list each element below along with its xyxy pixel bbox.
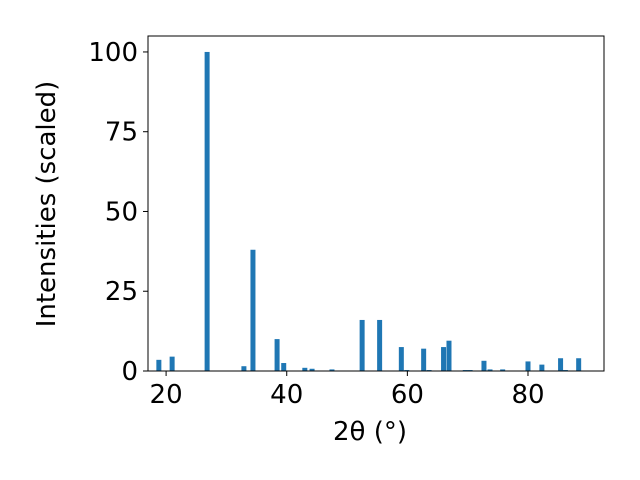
bar bbox=[446, 340, 452, 371]
bar bbox=[359, 319, 365, 371]
bar bbox=[204, 51, 210, 371]
bar bbox=[525, 361, 531, 371]
bar bbox=[481, 360, 487, 371]
bar bbox=[441, 347, 447, 371]
bar bbox=[487, 369, 493, 371]
bar bbox=[539, 364, 545, 371]
x-tick-label: 40 bbox=[270, 380, 303, 410]
bar bbox=[156, 359, 162, 371]
plot-frame bbox=[147, 35, 605, 372]
x-tick-label: 60 bbox=[391, 380, 424, 410]
y-tick-label: 0 bbox=[121, 357, 138, 387]
y-tick-label: 75 bbox=[105, 118, 138, 148]
y-tick-label: 50 bbox=[105, 197, 138, 227]
y-tick-label: 100 bbox=[88, 38, 138, 68]
y-axis-label: Intensities (scaled) bbox=[32, 81, 62, 328]
bar bbox=[421, 348, 427, 371]
bar bbox=[250, 249, 256, 371]
bar bbox=[576, 358, 582, 371]
x-axis-label: 2θ (°) bbox=[333, 417, 407, 447]
bar bbox=[274, 339, 280, 371]
bar bbox=[377, 319, 383, 371]
x-tick-label: 80 bbox=[511, 380, 544, 410]
bar bbox=[169, 356, 175, 371]
bar bbox=[500, 369, 506, 371]
bar bbox=[329, 369, 335, 371]
y-tick-label: 25 bbox=[105, 277, 138, 307]
bar bbox=[281, 363, 287, 371]
bar bbox=[398, 347, 404, 371]
bar bbox=[558, 358, 564, 371]
bar bbox=[241, 366, 247, 371]
bar bbox=[302, 367, 308, 371]
bar bbox=[309, 368, 315, 371]
x-tick-label: 20 bbox=[150, 380, 183, 410]
